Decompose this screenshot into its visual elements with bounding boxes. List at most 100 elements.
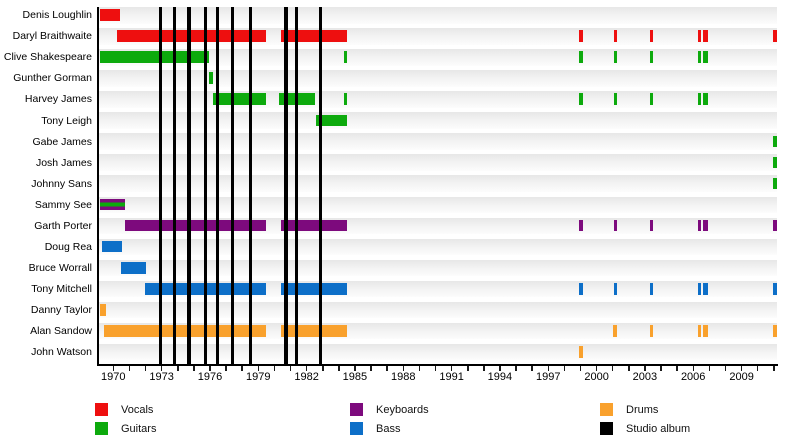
axis-tick — [563, 365, 566, 371]
timeline-bar-keyboards — [124, 219, 267, 232]
axis-tick — [273, 365, 276, 371]
axis-tick — [418, 365, 421, 371]
legend-swatch-album — [600, 422, 613, 435]
timeline-bar-keyboards — [649, 219, 653, 232]
legend-label-drums: Drums — [626, 403, 659, 416]
axis-tick-label: 1997 — [536, 371, 561, 383]
timeline-bar-keyboards — [773, 219, 777, 232]
axis-tick — [450, 365, 453, 371]
timeline-bar-guitars — [773, 156, 777, 169]
axis-tick — [724, 365, 727, 371]
legend-swatch-vocals — [95, 403, 108, 416]
timeline-bar-vocals — [100, 9, 120, 21]
axis-tick-label: 2003 — [632, 371, 658, 383]
timeline-bar-guitars — [315, 114, 347, 127]
axis-tick — [515, 365, 517, 371]
member-label: Danny Taylor — [30, 304, 92, 317]
axis-tick — [386, 365, 388, 371]
member-label: Johnny Sans — [31, 177, 92, 190]
timeline-bar-bass — [773, 282, 777, 295]
axis-tick-label: 2006 — [680, 371, 706, 383]
timeline-bar-keyboards — [702, 219, 709, 232]
row-band — [98, 343, 777, 361]
studio-album-marker — [318, 7, 322, 364]
studio-album-marker — [187, 7, 191, 364]
axis-tick — [322, 365, 324, 371]
timeline-bar-guitars — [773, 177, 777, 190]
studio-album-marker — [295, 7, 299, 364]
axis-tick-label: 1988 — [391, 371, 416, 383]
axis-tick-label: 1973 — [149, 371, 174, 383]
legend-swatch-guitars — [95, 422, 108, 435]
axis-tick — [467, 365, 469, 371]
row-band — [98, 49, 777, 66]
row-band — [98, 238, 777, 256]
axis-tick — [402, 365, 404, 371]
legend-swatch-keyboards — [350, 403, 363, 416]
timeline-bar-guitars — [213, 93, 266, 106]
timeline-bar-guitars — [578, 51, 583, 63]
axis-tick — [483, 365, 485, 371]
studio-album-marker — [248, 7, 252, 364]
timeline-bar-vocals — [613, 30, 617, 42]
studio-album-marker — [159, 7, 163, 364]
timeline-bar-drums — [104, 325, 267, 337]
row-band — [98, 301, 777, 319]
axis-tick-label: 1976 — [197, 371, 223, 383]
member-label: John Watson — [31, 346, 92, 359]
timeline-bar-bass — [702, 282, 709, 295]
timeline-bar-bass — [102, 240, 123, 253]
timeline-bar-keyboards — [698, 219, 702, 232]
timeline-bar-guitars — [613, 51, 617, 63]
member-label: Josh James — [35, 156, 92, 169]
axis-tick-label: 1979 — [246, 371, 271, 383]
row-band — [98, 217, 777, 235]
axis-tick — [289, 365, 292, 371]
axis-tick — [434, 365, 437, 371]
axis-tick-label: 2009 — [729, 371, 754, 383]
member-label: Alan Sandow — [30, 325, 92, 338]
axis-tick — [128, 365, 131, 371]
timeline-bar-keyboards — [100, 198, 125, 211]
timeline-bar-drums — [100, 304, 106, 316]
row-band — [98, 91, 777, 108]
axis-tick-label: 2000 — [584, 371, 609, 383]
timeline-bar-guitars — [698, 93, 702, 106]
timeline-bar-guitars — [702, 93, 709, 106]
studio-album-marker — [172, 7, 177, 364]
timeline-bar-drums — [773, 325, 777, 337]
timeline-bar-vocals — [773, 30, 777, 42]
row-band — [98, 280, 777, 298]
timeline-bar-guitars — [209, 72, 213, 84]
timeline-bar-guitars — [698, 51, 702, 63]
member-label: Garth Porter — [34, 219, 92, 232]
axis-tick — [692, 365, 694, 371]
axis-tick — [644, 365, 646, 371]
axis-tick-label: 1991 — [439, 371, 464, 383]
timeline-bar-guitars — [343, 93, 347, 106]
member-label: Sammy See — [34, 198, 92, 211]
axis-tick — [257, 365, 259, 371]
timeline-bar-guitars — [578, 93, 583, 106]
row-band — [98, 154, 777, 171]
row-band — [98, 70, 777, 87]
axis-tick-label: 1985 — [342, 371, 368, 383]
row-band — [98, 28, 777, 45]
timeline-bar-drums — [649, 325, 653, 337]
axis-tick — [370, 365, 372, 371]
axis-tick — [628, 365, 630, 371]
axis-tick — [547, 365, 549, 371]
timeline-bar-guitars — [613, 93, 617, 106]
member-label: Harvey James — [24, 93, 92, 106]
timeline-bar-drums — [702, 325, 709, 337]
x-axis-line — [96, 363, 778, 366]
timeline-bar-bass — [649, 282, 653, 295]
timeline-bar-vocals — [578, 30, 583, 42]
axis-tick — [499, 365, 501, 371]
timeline-bar-drums — [578, 346, 583, 358]
member-label: Doug Rea — [44, 240, 92, 253]
axis-tick — [676, 365, 678, 371]
legend-label-keyboards: Keyboards — [376, 403, 429, 416]
timeline-bar-drums — [698, 325, 702, 337]
